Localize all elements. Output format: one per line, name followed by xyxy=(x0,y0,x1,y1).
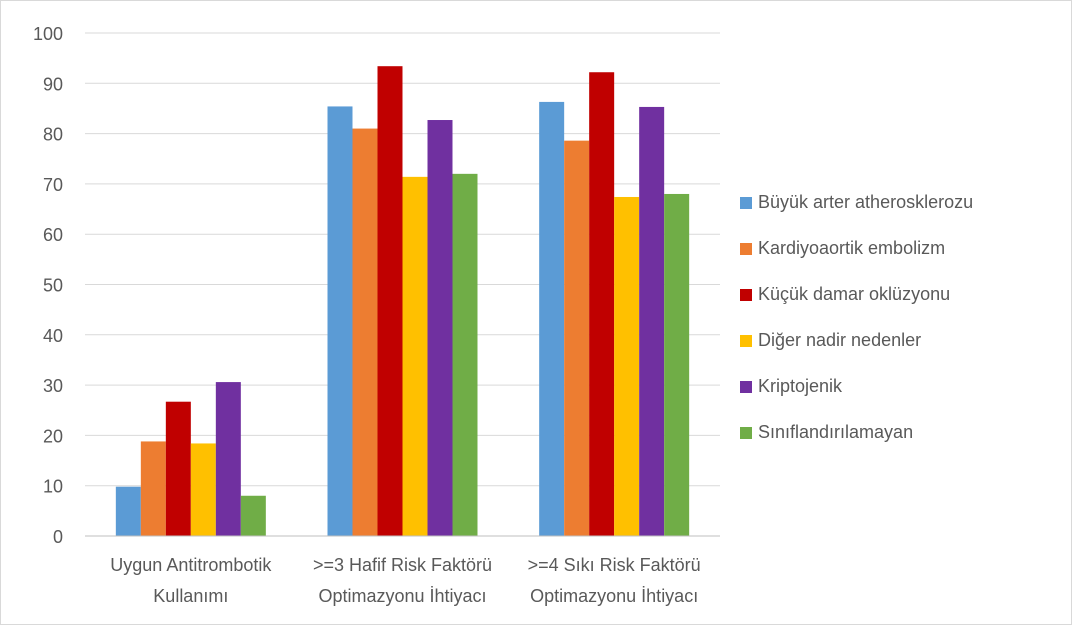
x-category-label: Kullanımı xyxy=(153,586,228,606)
bar xyxy=(564,140,590,536)
legend-swatch xyxy=(740,381,752,393)
bar xyxy=(215,382,241,536)
y-tick-label: 40 xyxy=(43,326,63,346)
x-category-label: Optimazyonu İhtiyacı xyxy=(318,586,486,606)
bar xyxy=(402,176,428,536)
bar xyxy=(539,101,565,536)
bar xyxy=(352,128,378,536)
legend-label: Diğer nadir nedenler xyxy=(758,330,921,350)
bar xyxy=(452,173,478,536)
bar xyxy=(427,120,453,537)
legend: Büyük arter atherosklerozu Kardiyoaortik … xyxy=(740,192,973,442)
legend-label: Küçük damar oklüzyonu xyxy=(758,284,950,304)
bar xyxy=(115,486,141,536)
x-category-label: Uygun Antitrombotik xyxy=(110,555,272,575)
y-tick-label: 20 xyxy=(43,426,63,446)
legend-label: Büyük arter atherosklerozu xyxy=(758,192,973,212)
legend-label: Kardiyoaortik embolizm xyxy=(758,238,945,258)
x-category-label: >=3 Hafif Risk Faktörü xyxy=(313,555,492,575)
y-tick-label: 70 xyxy=(43,175,63,195)
y-tick-label: 100 xyxy=(33,24,63,44)
y-tick-label: 50 xyxy=(43,276,63,296)
bar xyxy=(327,106,353,537)
legend-swatch xyxy=(740,289,752,301)
bar xyxy=(664,193,690,536)
bar xyxy=(140,441,166,536)
y-tick-label: 60 xyxy=(43,225,63,245)
bar xyxy=(589,72,615,536)
y-tick-label: 80 xyxy=(43,125,63,145)
axes: 0 10 20 30 40 50 60 70 80 90 100 Uygun Antitromboti… xyxy=(33,24,720,606)
y-tick-label: 90 xyxy=(43,74,63,94)
legend-swatch xyxy=(740,427,752,439)
x-category-label: >=4 Sıkı Risk Faktörü xyxy=(528,555,701,575)
x-category-label: Optimazyonu İhtiyacı xyxy=(530,586,698,606)
legend-swatch xyxy=(740,243,752,255)
y-tick-label: 30 xyxy=(43,376,63,396)
bars xyxy=(115,66,690,537)
bar xyxy=(165,401,191,536)
legend-label: Kriptojenik xyxy=(758,376,843,396)
bar xyxy=(377,66,403,536)
y-tick-label: 0 xyxy=(53,527,63,547)
bar xyxy=(614,196,640,536)
y-tick-label: 10 xyxy=(43,477,63,497)
legend-swatch xyxy=(740,197,752,209)
legend-swatch xyxy=(740,335,752,347)
bar xyxy=(240,495,266,536)
legend-label: Sınıflandırılamayan xyxy=(758,422,913,442)
bar xyxy=(639,106,665,536)
bar xyxy=(190,443,216,536)
